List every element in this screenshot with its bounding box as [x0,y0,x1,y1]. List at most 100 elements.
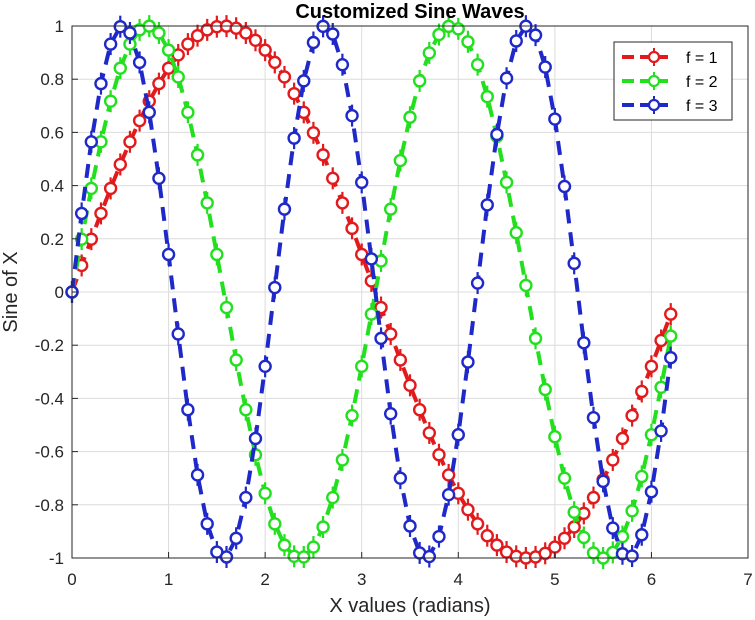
data-point [94,72,108,95]
x-tick-label: 1 [164,570,173,589]
data-point [345,217,359,240]
data-point [606,517,620,540]
data-point [374,327,388,350]
data-point [393,149,408,172]
data-point [268,51,282,74]
data-point [297,69,311,92]
data-point [113,57,127,80]
data-point [200,512,214,535]
x-tick-label: 7 [743,570,752,589]
data-point [432,525,446,548]
data-point [548,425,562,448]
data-point [316,143,330,166]
data-point [528,327,543,350]
data-point [94,202,108,225]
y-tick-label: 0 [55,283,64,302]
legend-label: f = 1 [686,50,718,67]
data-point [664,303,678,326]
data-point [132,109,147,132]
data-point [364,303,379,326]
data-point [461,30,475,53]
x-tick-label: 3 [357,570,366,589]
data-point [345,104,359,127]
data-point [239,486,253,509]
y-tick-label: -1 [49,549,64,568]
data-point [258,355,272,378]
legend: f = 1 f = 2 f = 3 [613,41,733,121]
data-point [181,101,195,124]
data-point [557,527,572,550]
data-point [190,24,205,47]
legend-marker [647,74,661,88]
data-point [644,355,659,378]
data-point [355,355,369,378]
data-point [84,130,99,153]
data-point [635,465,649,488]
data-point [432,443,446,466]
data-point [470,53,485,76]
data-point [538,56,552,79]
data-point [335,191,350,214]
data-point [210,15,224,38]
data-point [383,322,398,345]
data-point [577,502,591,525]
data-point [586,486,601,509]
data-point [374,249,388,272]
data-point [200,191,214,214]
data-point [393,467,408,490]
data-point [509,29,523,52]
data-point [161,39,176,62]
data-point [190,143,205,166]
data-point [103,90,118,113]
data-point [490,123,504,146]
data-point [432,23,446,46]
data-point [306,121,321,144]
data-point [297,545,311,568]
data-point [277,65,292,88]
x-tick-label: 5 [550,570,559,589]
legend-item: f = 2 [622,72,718,91]
data-point [451,423,465,446]
legend-label: f = 3 [686,98,718,115]
data-point [181,398,195,421]
data-point [355,171,369,194]
data-point [161,243,176,266]
data-point [200,18,214,41]
data-point [654,419,668,442]
data-point [219,296,234,319]
series-line [70,24,673,559]
data-point [335,53,350,76]
data-point [171,65,185,88]
data-point [210,243,224,266]
data-point [326,486,340,509]
data-point [615,427,630,450]
data-point [470,272,485,295]
data-point [567,501,581,524]
data-point [74,202,89,225]
data-point [113,15,127,38]
data-point [277,198,292,221]
data-point [461,351,475,374]
data-point [664,346,678,369]
series-3 [65,15,678,568]
data-point [422,421,437,444]
data-point [548,108,562,131]
y-axis-label: Sine of X [0,251,22,332]
data-point [403,514,417,537]
chart-title: Customized Sine Waves [295,1,524,23]
y-tick-label: 0.6 [40,123,64,142]
data-point [103,33,118,56]
data-point [181,33,195,56]
y-tick-label: 0.2 [40,230,64,249]
x-axis-label: X values (radians) [329,595,490,617]
data-point [152,167,166,190]
data-point [219,545,234,568]
legend-label: f = 2 [686,74,718,91]
data-point [355,243,369,266]
data-point [519,274,533,297]
data-point [577,526,591,549]
data-point [229,348,243,371]
data-point [190,463,205,486]
data-point [480,524,494,547]
